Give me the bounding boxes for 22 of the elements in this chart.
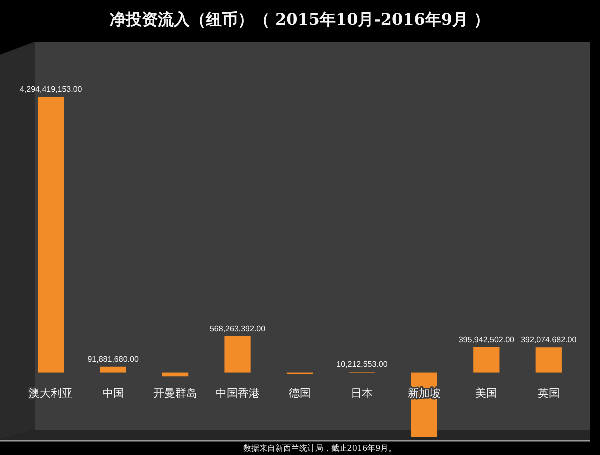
x-tick-label: 德国 [289, 387, 311, 400]
data-label: 91,881,680.00 [88, 354, 140, 364]
x-tick-label: 美国 [476, 387, 498, 400]
x-tick-label: 英国 [538, 387, 560, 400]
data-label: 392,074,682.00 [521, 336, 578, 345]
bar [162, 372, 189, 377]
x-tick-label: 日本 [351, 387, 374, 400]
bar [474, 347, 500, 373]
bar [224, 336, 251, 373]
data-label: 4,294,419,153.00 [20, 85, 83, 94]
bar [38, 97, 64, 373]
data-label: 395,942,502.00 [458, 335, 516, 344]
x-tick-label: 澳大利亚 [29, 387, 74, 400]
bar [536, 348, 562, 373]
chart-title: 净投资流入（纽币）（ 2015年10月-2016年9月 ） [110, 10, 490, 29]
x-tick-label: 开曼群岛 [154, 387, 198, 400]
data-label: 10,212,553.00 [336, 360, 388, 370]
x-tick-label: 中国香港 [216, 387, 260, 400]
x-tick-label: 中国 [102, 387, 124, 400]
text: 数据来自新西兰统计局，截止2016年9月。 [243, 444, 397, 453]
data-label: 568,263,392.00 [210, 324, 266, 334]
bar [100, 366, 126, 373]
